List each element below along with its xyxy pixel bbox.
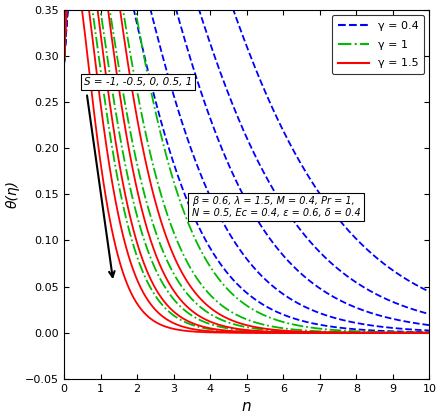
Legend: γ = 0.4, γ = 1, γ = 1.5: γ = 0.4, γ = 1, γ = 1.5 (332, 15, 424, 74)
Text: S = -1, -0.5, 0, 0.5, 1: S = -1, -0.5, 0, 0.5, 1 (84, 77, 192, 87)
X-axis label: n: n (242, 399, 251, 415)
Text: β = 0.6, λ = 1.5, M = 0.4, Pr = 1,
N = 0.5, Ec = 0.4, ε = 0.6, δ = 0.4: β = 0.6, λ = 1.5, M = 0.4, Pr = 1, N = 0… (192, 196, 361, 218)
Y-axis label: θ(η): θ(η) (6, 180, 19, 208)
